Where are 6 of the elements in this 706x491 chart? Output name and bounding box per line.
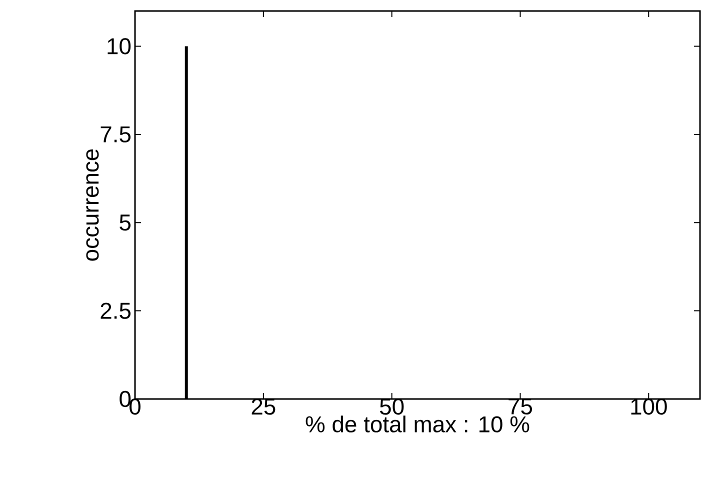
y-tick-label: 10 — [108, 38, 131, 54]
y-tick-label: 7.5 — [100, 126, 131, 142]
y-tick-label: 5 — [120, 214, 131, 231]
x-axis-title: % de total max : 10 % — [306, 416, 530, 432]
y-tick-label: 2.5 — [100, 302, 131, 319]
y-axis-title: occurrence — [86, 149, 99, 261]
